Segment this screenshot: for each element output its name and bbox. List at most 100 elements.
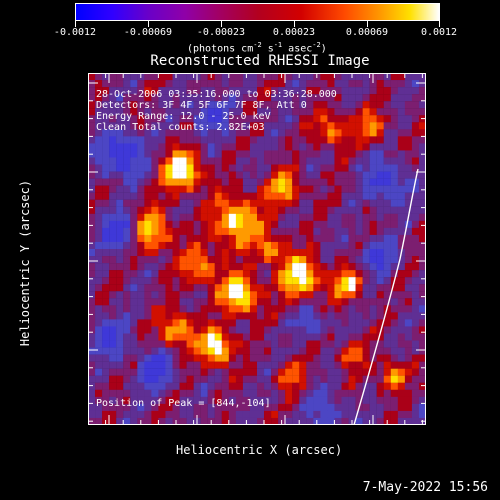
heatmap-cell bbox=[390, 340, 398, 348]
heatmap-cell bbox=[165, 284, 173, 292]
heatmap-cell bbox=[271, 199, 279, 207]
heatmap-cell bbox=[214, 108, 222, 116]
heatmap-cell bbox=[313, 164, 321, 172]
heatmap-cell bbox=[418, 206, 426, 214]
heatmap-cell bbox=[95, 185, 103, 193]
heatmap-cell bbox=[137, 129, 145, 137]
heatmap-cell bbox=[228, 213, 237, 221]
heatmap-cell bbox=[376, 136, 384, 144]
heatmap-cell bbox=[334, 164, 342, 172]
heatmap-cell bbox=[193, 403, 201, 412]
heatmap-cell bbox=[102, 136, 110, 144]
heatmap-cell bbox=[158, 333, 166, 341]
heatmap-cell bbox=[200, 417, 208, 425]
heatmap-cell bbox=[278, 389, 286, 397]
heatmap-cell bbox=[144, 87, 152, 95]
heatmap-cell bbox=[235, 234, 244, 243]
heatmap-cell bbox=[264, 171, 272, 179]
heatmap-cell bbox=[355, 115, 363, 123]
heatmap-cell bbox=[172, 213, 180, 221]
heatmap-cell bbox=[151, 354, 159, 362]
heatmap-cell bbox=[404, 382, 413, 390]
heatmap-cell bbox=[207, 368, 215, 376]
heatmap-cell bbox=[123, 382, 131, 390]
heatmap-cell bbox=[172, 199, 180, 207]
heatmap-cell bbox=[362, 326, 370, 334]
heatmap-cell bbox=[165, 150, 173, 158]
heatmap-cell bbox=[306, 80, 314, 88]
heatmap-cell bbox=[221, 80, 229, 88]
heatmap-cell bbox=[88, 122, 96, 130]
heatmap-cell bbox=[151, 305, 159, 313]
heatmap-cell bbox=[200, 277, 208, 285]
heatmap-cell bbox=[137, 122, 145, 130]
heatmap-cell bbox=[242, 361, 251, 369]
heatmap-cell bbox=[376, 234, 384, 243]
heatmap-cell bbox=[228, 73, 237, 81]
heatmap-cell bbox=[179, 382, 187, 390]
heatmap-cell bbox=[341, 150, 349, 158]
heatmap-cell bbox=[186, 213, 194, 221]
heatmap-cell bbox=[320, 312, 328, 320]
heatmap-cell bbox=[362, 333, 370, 341]
heatmap-cell bbox=[179, 396, 187, 405]
heatmap-cell bbox=[242, 143, 251, 151]
heatmap-cell bbox=[369, 403, 377, 412]
heatmap-cell bbox=[348, 277, 356, 285]
heatmap-cell bbox=[299, 185, 307, 193]
heatmap-cell bbox=[242, 389, 251, 397]
heatmap-cell bbox=[95, 94, 103, 102]
heatmap-cell bbox=[137, 115, 145, 123]
heatmap-cell bbox=[348, 122, 356, 130]
heatmap-cell bbox=[179, 178, 187, 186]
heatmap-cell bbox=[292, 115, 300, 123]
heatmap-cell bbox=[334, 375, 342, 383]
heatmap-cell bbox=[383, 263, 391, 271]
heatmap-cell bbox=[214, 417, 222, 425]
heatmap-cell bbox=[390, 312, 398, 320]
heatmap-cell bbox=[130, 284, 138, 292]
heatmap-cell bbox=[158, 382, 166, 390]
heatmap-cell bbox=[158, 94, 166, 102]
heatmap-cell bbox=[397, 185, 406, 193]
heatmap-cell bbox=[179, 389, 187, 397]
heatmap-cell bbox=[271, 213, 279, 221]
heatmap-cell bbox=[348, 143, 356, 151]
heatmap-cell bbox=[95, 192, 103, 200]
heatmap-cell bbox=[144, 270, 152, 278]
heatmap-cell bbox=[271, 129, 279, 137]
heatmap-cell bbox=[285, 270, 293, 278]
heatmap-cell bbox=[193, 319, 201, 327]
heatmap-cell bbox=[271, 192, 279, 200]
heatmap-cell bbox=[278, 326, 286, 334]
heatmap-cell bbox=[404, 143, 413, 151]
heatmap-cell bbox=[327, 403, 335, 412]
heatmap-cell bbox=[95, 326, 103, 334]
heatmap-cell bbox=[341, 312, 349, 320]
heatmap-cell bbox=[186, 157, 194, 165]
heatmap-cell bbox=[390, 410, 398, 419]
heatmap-cell bbox=[109, 94, 117, 102]
heatmap-cell bbox=[264, 340, 272, 348]
heatmap-cell bbox=[320, 143, 328, 151]
heatmap-cell bbox=[362, 157, 370, 165]
heatmap-cell bbox=[376, 101, 384, 109]
heatmap-cell bbox=[228, 101, 237, 109]
heatmap-cell bbox=[165, 199, 173, 207]
heatmap-cell bbox=[299, 368, 307, 376]
heatmap-cell bbox=[292, 80, 300, 88]
heatmap-cell bbox=[137, 213, 145, 221]
heatmap-cell bbox=[271, 284, 279, 292]
heatmap-cell bbox=[172, 150, 180, 158]
heatmap-cell bbox=[390, 150, 398, 158]
heatmap-cell bbox=[109, 192, 117, 200]
heatmap-cell bbox=[130, 312, 138, 320]
heatmap-cell bbox=[341, 263, 349, 271]
heatmap-cell bbox=[137, 326, 145, 334]
heatmap-cell bbox=[179, 326, 187, 334]
heatmap-cell bbox=[200, 375, 208, 383]
heatmap-cell bbox=[383, 150, 391, 158]
heatmap-cell bbox=[242, 333, 251, 341]
heatmap-cell bbox=[158, 206, 166, 214]
heatmap-cell bbox=[186, 129, 194, 137]
